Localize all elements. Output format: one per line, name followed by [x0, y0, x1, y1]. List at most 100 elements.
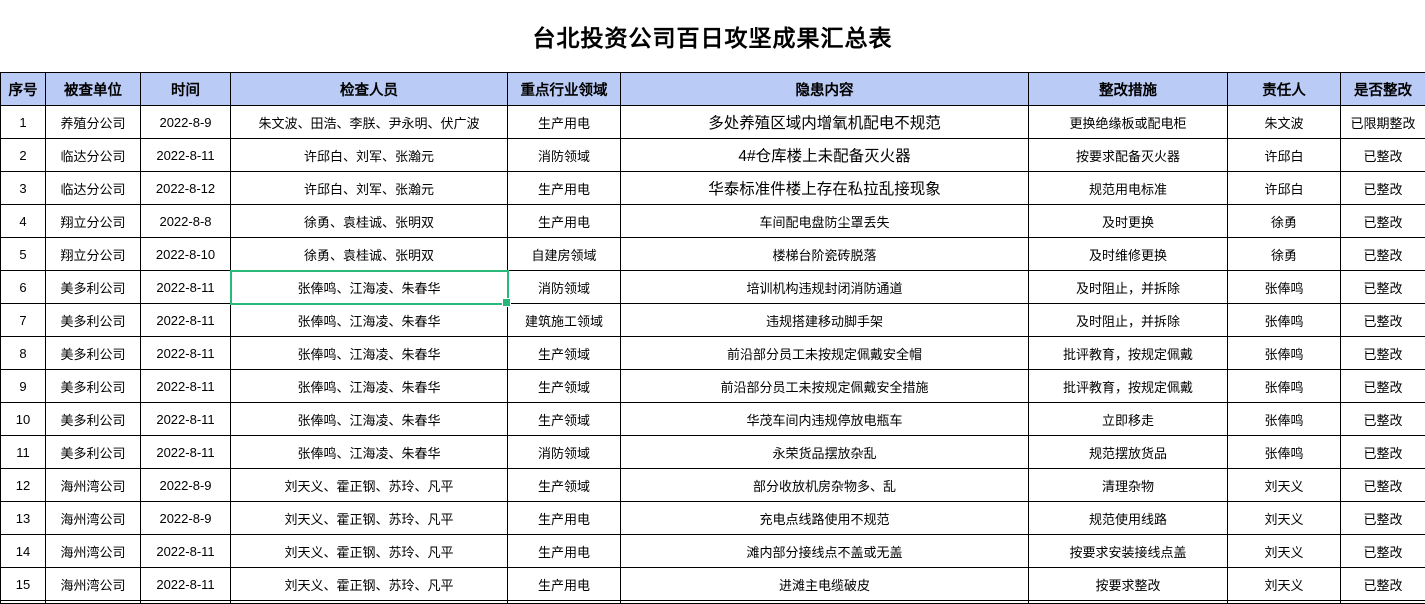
cell-owner[interactable]: 刘天义 [1228, 469, 1341, 502]
cell-field[interactable]: 生产领域 [508, 337, 621, 370]
cell-owner[interactable]: 张俸鸣 [1228, 337, 1341, 370]
cell-unit[interactable]: 美多利公司 [46, 304, 141, 337]
cell-inspectors[interactable]: 张俸鸣、江海凌、朱春华 [231, 436, 508, 469]
cell-field[interactable]: 生产领域 [508, 403, 621, 436]
cell-measure[interactable]: 批评教育，按规定佩戴 [1029, 337, 1228, 370]
cell-date[interactable]: 2022-8-11 [141, 403, 231, 436]
cell-danger[interactable]: 滩内部分接线点不盖或无盖 [621, 535, 1029, 568]
cell-unit[interactable]: 美多利公司 [46, 436, 141, 469]
cell-inspectors[interactable]: 朱文波、田浩、李朕、尹永明、伏广波 [231, 106, 508, 139]
cell-unit[interactable]: 海州湾公司 [46, 469, 141, 502]
cell-unit[interactable]: 美多利公司 [46, 271, 141, 304]
cell-no[interactable]: 5 [1, 238, 46, 271]
cell-danger[interactable]: 车间配电盘防尘罩丢失 [621, 205, 1029, 238]
cell-field[interactable]: 生产领域 [508, 469, 621, 502]
cell-measure[interactable]: 及时更换 [1029, 205, 1228, 238]
cell-inspectors[interactable]: 徐勇、袁桂诚、张明双 [231, 205, 508, 238]
cell-no[interactable]: 1 [1, 106, 46, 139]
cell-owner[interactable]: 张俸鸣 [1228, 304, 1341, 337]
cell-measure[interactable]: 清理杂物 [1029, 469, 1228, 502]
cell-unit[interactable]: 临达分公司 [46, 139, 141, 172]
cell-no[interactable]: 3 [1, 172, 46, 205]
cell-status[interactable]: 已整改 [1341, 535, 1425, 568]
cell-danger[interactable]: 楼梯台阶瓷砖脱落 [621, 238, 1029, 271]
cell-date[interactable]: 2022-8-11 [141, 535, 231, 568]
cell-unit[interactable]: 海州湾公司 [46, 535, 141, 568]
cell-field[interactable]: 生产用电 [508, 106, 621, 139]
cell-danger[interactable]: 4#仓库楼上未配备灭火器 [621, 139, 1029, 172]
cell-unit[interactable]: 养殖分公司 [46, 106, 141, 139]
cell-date[interactable]: 2022-8-12 [141, 172, 231, 205]
cell-no[interactable]: 7 [1, 304, 46, 337]
cell-date[interactable]: 2022-8-11 [141, 436, 231, 469]
cell-danger[interactable]: 华泰标准件楼上存在私拉乱接现象 [621, 172, 1029, 205]
cell-measure[interactable]: 更换绝缘板或配电柜 [1029, 106, 1228, 139]
cell-date[interactable]: 2022-8-11 [141, 271, 231, 304]
header-danger[interactable]: 隐患内容 [621, 73, 1029, 106]
cell-owner[interactable]: 徐勇 [1228, 238, 1341, 271]
cell-measure[interactable]: 规范使用线路 [1029, 502, 1228, 535]
cell-inspectors[interactable]: 刘天义、霍正钢、苏玲、凡平 [231, 502, 508, 535]
cell-owner[interactable]: 张俸鸣 [1228, 436, 1341, 469]
cell-no[interactable]: 6 [1, 271, 46, 304]
cell-field[interactable]: 消防领域 [508, 271, 621, 304]
cell-owner[interactable]: 刘天义 [1228, 535, 1341, 568]
cell-measure[interactable]: 按要求整改 [1029, 568, 1228, 601]
selected-cell-inspectors[interactable]: 张俸鸣、江海凌、朱春华 [231, 271, 508, 304]
cell-unit[interactable]: 翔立分公司 [46, 238, 141, 271]
cell-measure[interactable]: 立即移走 [1029, 403, 1228, 436]
header-measure[interactable]: 整改措施 [1029, 73, 1228, 106]
partial-cell[interactable] [621, 601, 1029, 604]
cell-measure[interactable]: 批评教育，按规定佩戴 [1029, 370, 1228, 403]
partial-cell[interactable] [1, 601, 46, 604]
header-inspectors[interactable]: 检查人员 [231, 73, 508, 106]
cell-unit[interactable]: 海州湾公司 [46, 502, 141, 535]
partial-cell[interactable] [46, 601, 141, 604]
cell-no[interactable]: 14 [1, 535, 46, 568]
cell-danger[interactable]: 华茂车间内违规停放电瓶车 [621, 403, 1029, 436]
sheet-title[interactable]: 台北投资公司百日攻坚成果汇总表 [0, 0, 1425, 72]
cell-field[interactable]: 消防领域 [508, 436, 621, 469]
cell-owner[interactable]: 张俸鸣 [1228, 403, 1341, 436]
cell-inspectors[interactable]: 张俸鸣、江海凌、朱春华 [231, 337, 508, 370]
cell-no[interactable]: 13 [1, 502, 46, 535]
cell-date[interactable]: 2022-8-11 [141, 337, 231, 370]
cell-danger[interactable]: 部分收放机房杂物多、乱 [621, 469, 1029, 502]
cell-owner[interactable]: 徐勇 [1228, 205, 1341, 238]
cell-measure[interactable]: 规范用电标准 [1029, 172, 1228, 205]
cell-owner[interactable]: 许邱白 [1228, 172, 1341, 205]
cell-field[interactable]: 自建房领域 [508, 238, 621, 271]
cell-status[interactable]: 已整改 [1341, 304, 1425, 337]
cell-measure[interactable]: 及时阻止，并拆除 [1029, 304, 1228, 337]
cell-status[interactable]: 已整改 [1341, 436, 1425, 469]
cell-owner[interactable]: 许邱白 [1228, 139, 1341, 172]
cell-measure[interactable]: 及时维修更换 [1029, 238, 1228, 271]
cell-unit[interactable]: 临达分公司 [46, 172, 141, 205]
cell-field[interactable]: 建筑施工领域 [508, 304, 621, 337]
cell-danger[interactable]: 前沿部分员工未按规定佩戴安全帽 [621, 337, 1029, 370]
cell-measure[interactable]: 按要求安装接线点盖 [1029, 535, 1228, 568]
cell-status[interactable]: 已整改 [1341, 469, 1425, 502]
cell-inspectors[interactable]: 张俸鸣、江海凌、朱春华 [231, 304, 508, 337]
cell-inspectors[interactable]: 张俸鸣、江海凌、朱春华 [231, 370, 508, 403]
cell-measure[interactable]: 按要求配备灭火器 [1029, 139, 1228, 172]
cell-danger[interactable]: 前沿部分员工未按规定佩戴安全措施 [621, 370, 1029, 403]
cell-field[interactable]: 消防领域 [508, 139, 621, 172]
cell-owner[interactable]: 张俸鸣 [1228, 271, 1341, 304]
cell-status[interactable]: 已限期整改 [1341, 106, 1425, 139]
cell-date[interactable]: 2022-8-11 [141, 568, 231, 601]
cell-status[interactable]: 已整改 [1341, 271, 1425, 304]
cell-field[interactable]: 生产用电 [508, 535, 621, 568]
partial-cell[interactable] [1029, 601, 1228, 604]
header-status[interactable]: 是否整改 [1341, 73, 1425, 106]
cell-owner[interactable]: 朱文波 [1228, 106, 1341, 139]
cell-date[interactable]: 2022-8-9 [141, 469, 231, 502]
partial-cell[interactable] [508, 601, 621, 604]
cell-inspectors[interactable]: 许邱白、刘军、张瀚元 [231, 172, 508, 205]
cell-field[interactable]: 生产用电 [508, 205, 621, 238]
header-date[interactable]: 时间 [141, 73, 231, 106]
cell-danger[interactable]: 永荣货品摆放杂乱 [621, 436, 1029, 469]
cell-no[interactable]: 8 [1, 337, 46, 370]
cell-date[interactable]: 2022-8-11 [141, 370, 231, 403]
cell-no[interactable]: 15 [1, 568, 46, 601]
